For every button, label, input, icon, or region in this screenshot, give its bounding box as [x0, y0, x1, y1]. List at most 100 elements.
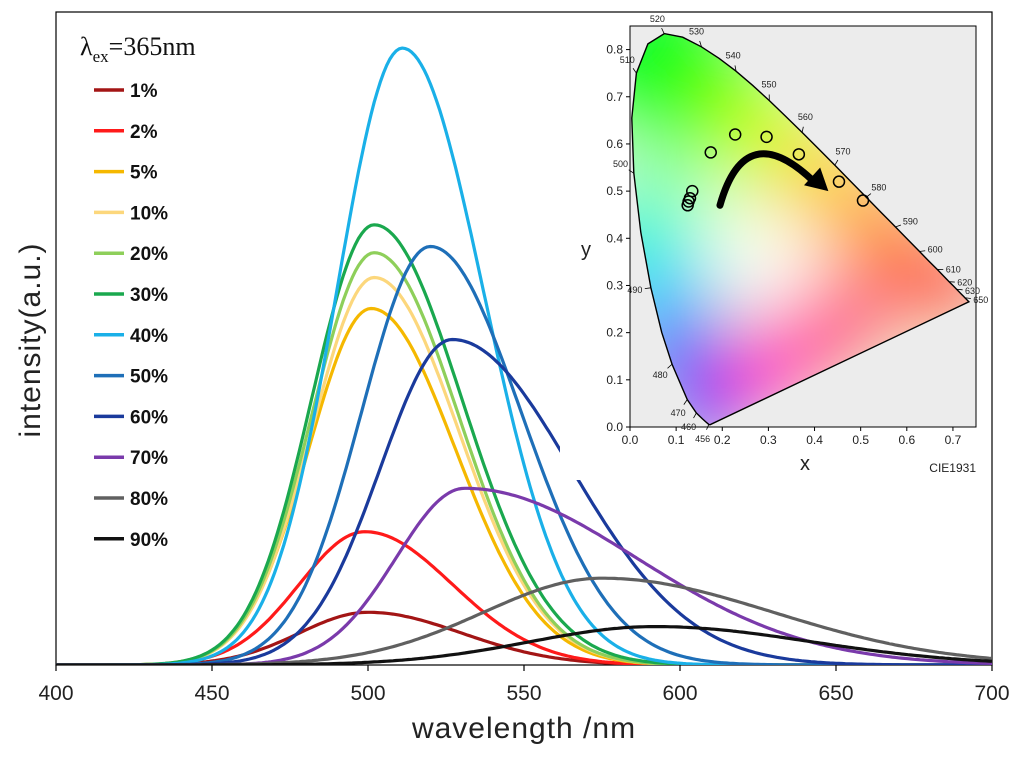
cie-footer: CIE1931	[929, 461, 976, 475]
wavelength-label: 630	[965, 286, 980, 296]
legend-label: 60%	[130, 407, 168, 428]
wavelength-label: 470	[671, 408, 686, 418]
wavelength-label: 490	[627, 285, 642, 295]
chromaticity-point	[856, 194, 870, 207]
series-line-40pct	[56, 46, 992, 665]
legend-entry: 40%	[94, 326, 168, 347]
inset-x-label: x	[800, 453, 810, 475]
wavelength-tick	[895, 224, 902, 228]
chromaticity-point	[704, 146, 717, 159]
legend-label: 5%	[130, 163, 158, 184]
legend-entry: 90%	[94, 530, 168, 551]
inset-y-tick-label: 0.7	[606, 90, 623, 104]
legend-entry: 70%	[94, 448, 168, 469]
spectrum-curves	[56, 46, 992, 665]
inset-y-tick-label: 0.4	[606, 231, 623, 245]
inset-y-tick-label: 0.3	[606, 278, 623, 292]
inset-y-tick-label: 0.6	[606, 137, 623, 151]
legend-label: 20%	[130, 244, 168, 265]
legend-entry: 1%	[94, 81, 158, 102]
x-tick-label: 550	[506, 682, 541, 705]
x-tick-label: 650	[818, 682, 853, 705]
x-tick-label: 700	[974, 682, 1009, 705]
wavelength-label: 580	[871, 182, 886, 192]
wavelength-label: 610	[946, 264, 961, 274]
inset-x-tick-label: 0.0	[622, 433, 639, 447]
main-spectrum-plot: 400 450 500 550 600 650 700 wavelength /nm int…	[14, 11, 1010, 745]
wavelength-label: 620	[957, 278, 972, 288]
x-tick-label: 400	[38, 682, 73, 705]
legend-label: 50%	[130, 367, 168, 388]
legend-entry: 80%	[94, 489, 168, 510]
legend-entry: 2%	[94, 122, 158, 143]
wavelength-label: 456	[695, 434, 710, 444]
series-line-30pct	[56, 223, 992, 665]
legend-entry: 10%	[94, 203, 168, 224]
inset-x-tick-label: 0.5	[852, 433, 869, 447]
legend-entry: 5%	[94, 163, 158, 184]
wavelength-tick	[706, 424, 710, 430]
inset-y-tick-label: 0.8	[606, 43, 623, 57]
legend-label: 90%	[130, 530, 168, 551]
legend-label: 70%	[130, 448, 168, 469]
chromaticity-point	[792, 148, 806, 161]
cie-inset: 456 460 470 480 490 500 510 520 530 540 550 560 570 5…	[560, 14, 988, 480]
wavelength-label: 560	[798, 112, 813, 122]
inset-x-tick-label: 0.4	[806, 433, 823, 447]
legend-label: 1%	[130, 81, 158, 102]
chromaticity-point	[686, 184, 699, 198]
wavelength-label: 570	[836, 146, 851, 156]
legend: 1% 2% 5% 10% 20% 30% 40% 50% 60% 70% 80% 90%	[94, 81, 168, 551]
inset-y-tick-label: 0.0	[606, 420, 623, 434]
wavelength-tick	[683, 399, 688, 405]
legend-label: 40%	[130, 326, 168, 347]
inset-x-tick-label: 0.1	[668, 433, 685, 447]
legend-label: 80%	[130, 489, 168, 510]
spectral-locus	[631, 32, 971, 426]
wavelength-tick	[801, 126, 804, 133]
shift-arrow	[716, 150, 818, 209]
wavelength-labels: 456 460 470 480 490 500 510 520 530 540 550 560 570 5…	[613, 14, 988, 444]
legend-entry: 30%	[94, 285, 168, 306]
wavelength-tick	[956, 288, 963, 291]
legend-entry: 50%	[94, 367, 168, 388]
wavelength-label: 590	[903, 217, 918, 227]
wavelength-label: 520	[650, 14, 665, 24]
inset-x-tick-label: 0.2	[714, 433, 731, 447]
series-line-90pct	[56, 625, 992, 665]
wavelength-tick	[628, 169, 634, 174]
wavelength-tick	[667, 363, 673, 369]
wavelength-tick	[734, 65, 737, 72]
x-axis-ticks: 400 450 500 550 600 650 700	[38, 665, 1010, 705]
excitation-title: λex=365nm	[80, 32, 196, 66]
wavelength-tick	[964, 297, 971, 299]
wavelength-label: 550	[761, 80, 776, 90]
wavelength-tick	[699, 40, 702, 47]
x-tick-label: 450	[194, 682, 229, 705]
y-axis-label: intensity(a.u.)	[14, 242, 47, 437]
shift-arrow-head	[804, 167, 829, 192]
wavelength-tick	[834, 159, 839, 166]
chromaticity-point	[832, 175, 846, 188]
x-axis-label: wavelength /nm	[411, 712, 636, 745]
inset-y-tick-label: 0.1	[606, 373, 623, 387]
inset-x-tick-label: 0.7	[945, 433, 962, 447]
wavelength-label: 540	[726, 51, 741, 61]
wavelength-label: 480	[653, 370, 668, 380]
wavelength-label: 530	[689, 27, 704, 37]
wavelength-label: 600	[928, 244, 943, 254]
wavelength-label: 510	[620, 55, 635, 65]
wavelength-tick	[661, 27, 665, 34]
x-tick-label: 600	[662, 682, 697, 705]
inset-y-label: y	[581, 239, 591, 261]
legend-entry: 20%	[94, 244, 168, 265]
chromaticity-point	[728, 128, 742, 141]
legend-entry: 60%	[94, 407, 168, 428]
chromaticity-point	[760, 130, 773, 144]
wavelength-tick	[644, 287, 651, 290]
wavelength-label: 650	[973, 295, 988, 305]
wavelength-label: 460	[681, 422, 696, 432]
inset-x-tick-label: 0.3	[760, 433, 777, 447]
chromaticity-points	[681, 128, 870, 212]
